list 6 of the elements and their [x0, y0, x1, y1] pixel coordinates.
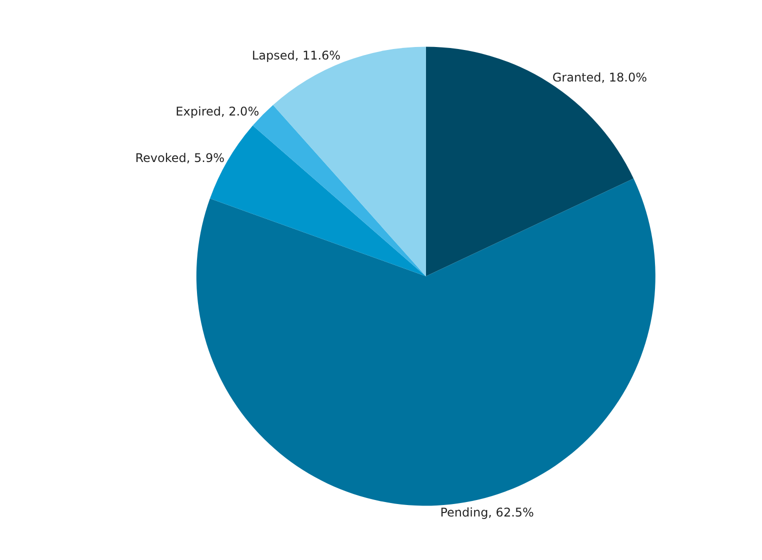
pie-slice: [196, 178, 655, 506]
slice-label: Lapsed, 11.6%: [252, 48, 341, 63]
slice-label: Expired, 2.0%: [176, 104, 260, 119]
slice-label: Revoked, 5.9%: [135, 151, 224, 166]
slice-label: Granted, 18.0%: [552, 70, 648, 84]
slice-label: Pending, 62.5%: [440, 505, 534, 520]
